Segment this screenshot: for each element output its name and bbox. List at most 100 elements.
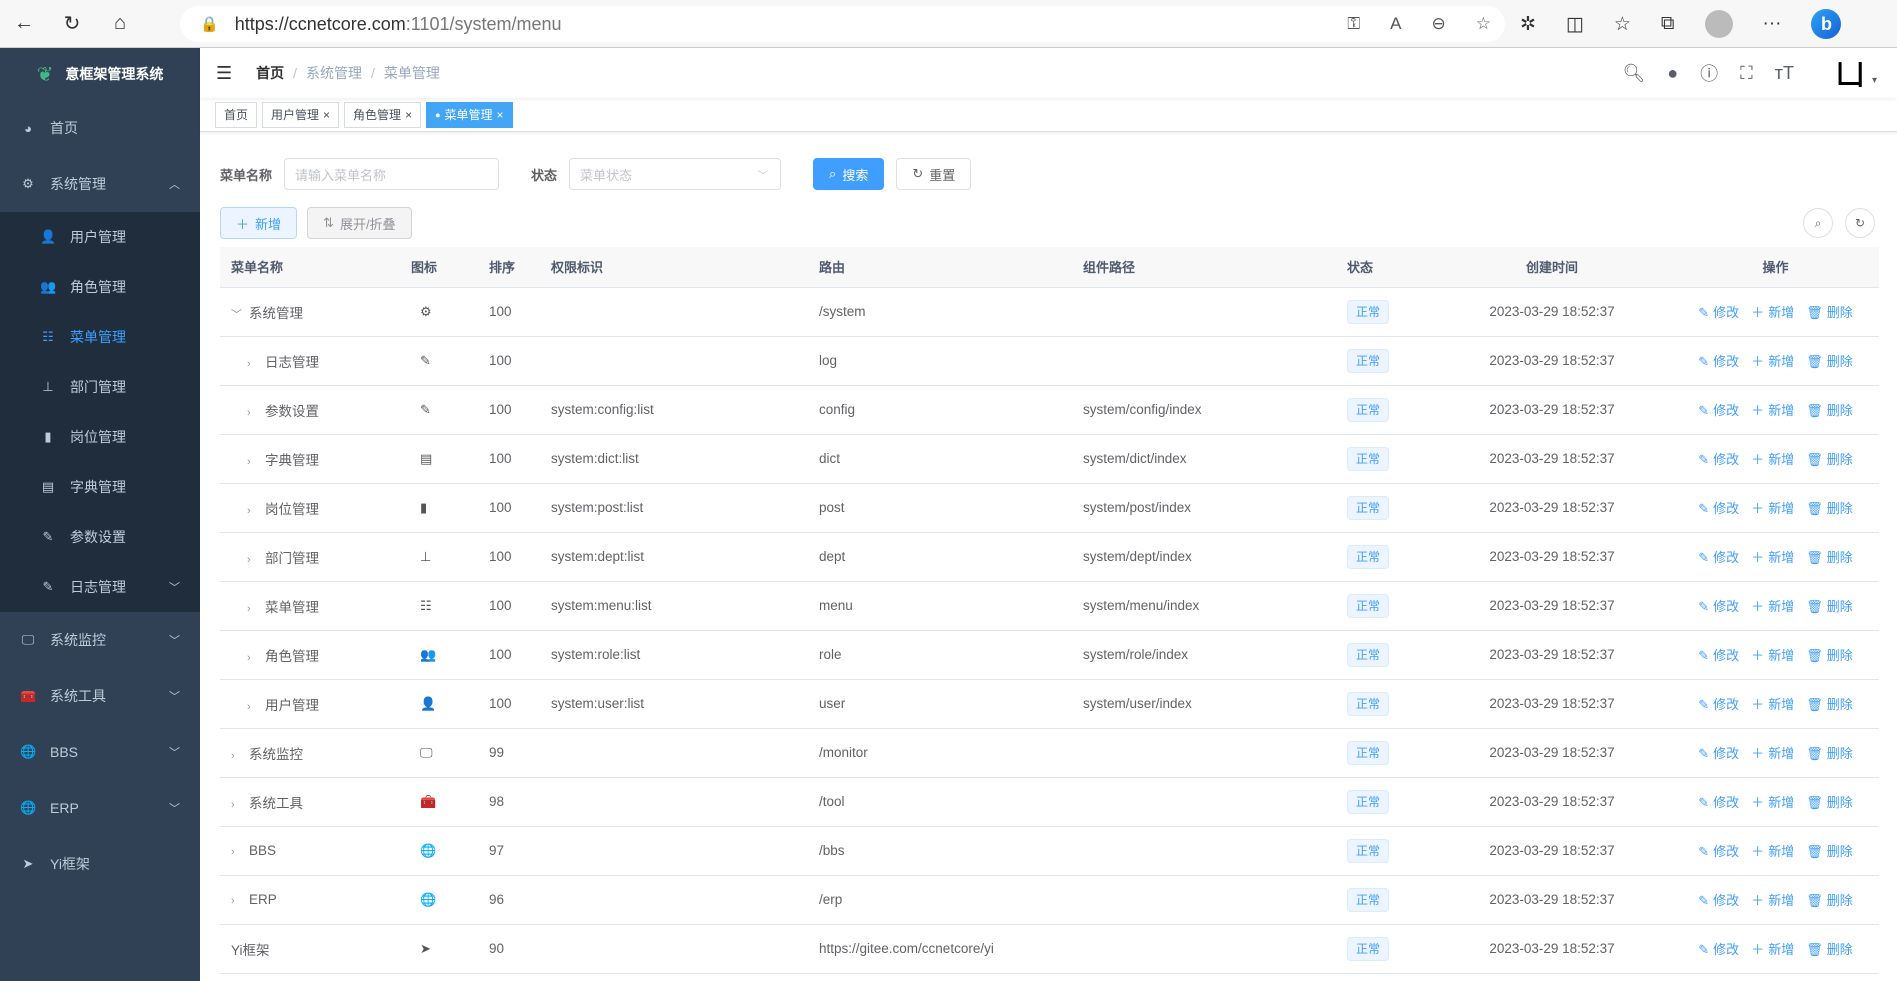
back-icon[interactable]: ← xyxy=(14,12,34,34)
delete-button[interactable]: 🗑 删除 xyxy=(1806,942,1853,957)
delete-button[interactable]: 🗑 删除 xyxy=(1806,648,1853,663)
home-icon[interactable]: ⌂ xyxy=(113,12,127,34)
sidebar-subitem[interactable]: 👥 角色管理 xyxy=(0,262,200,312)
chevron-right-icon[interactable]: › xyxy=(247,602,251,615)
sidebar-subitem[interactable]: ✎ 参数设置 xyxy=(0,512,200,562)
sidebar-item[interactable]: 🌐 ERP ﹀ xyxy=(0,780,200,836)
user-avatar-logo[interactable]: 凵 xyxy=(1835,59,1864,90)
split-screen-icon[interactable]: ◫ xyxy=(1565,13,1584,35)
edit-button[interactable]: ✎ 修改 xyxy=(1698,403,1739,418)
sidebar-subitem[interactable]: 👤 用户管理 xyxy=(0,212,200,262)
more-icon[interactable]: ··· xyxy=(1762,13,1782,34)
zoom-out-icon[interactable]: ⊖ xyxy=(1431,14,1446,33)
chevron-right-icon[interactable]: › xyxy=(247,553,251,566)
chevron-right-icon[interactable]: › xyxy=(231,895,235,907)
sidebar-item[interactable]: ⚙ 系统管理 ︿ xyxy=(0,156,200,212)
favorites-icon[interactable]: ☆ xyxy=(1613,13,1631,35)
chevron-right-icon[interactable]: › xyxy=(247,504,251,517)
add-child-button[interactable]: ＋新增 xyxy=(1751,501,1794,516)
profile-avatar[interactable] xyxy=(1704,10,1733,38)
search-icon[interactable]: 🔍︎ xyxy=(1622,62,1646,83)
key-icon[interactable]: ⚿ xyxy=(1347,14,1361,33)
add-child-button[interactable]: ＋新增 xyxy=(1751,942,1794,957)
edit-button[interactable]: ✎ 修改 xyxy=(1698,354,1739,369)
delete-button[interactable]: 🗑 删除 xyxy=(1806,746,1853,761)
edit-button[interactable]: ✎ 修改 xyxy=(1698,746,1739,761)
chevron-right-icon[interactable]: › xyxy=(231,798,235,811)
edit-button[interactable]: ✎ 修改 xyxy=(1698,305,1739,320)
chevron-right-icon[interactable]: › xyxy=(247,700,251,713)
add-child-button[interactable]: ＋新增 xyxy=(1751,648,1794,663)
delete-button[interactable]: 🗑 删除 xyxy=(1806,795,1853,810)
chevron-right-icon[interactable]: › xyxy=(247,357,251,370)
add-child-button[interactable]: ＋新增 xyxy=(1751,893,1794,908)
edit-button[interactable]: ✎ 修改 xyxy=(1698,844,1739,859)
edit-button[interactable]: ✎ 修改 xyxy=(1698,795,1739,810)
add-button[interactable]: ＋ 新增 xyxy=(220,207,298,239)
chevron-down-icon[interactable]: ﹀ xyxy=(231,308,242,321)
delete-button[interactable]: 🗑 删除 xyxy=(1806,452,1853,467)
add-child-button[interactable]: ＋新增 xyxy=(1751,452,1794,467)
chevron-right-icon[interactable]: › xyxy=(231,846,235,858)
edit-button[interactable]: ✎ 修改 xyxy=(1698,648,1739,663)
expand-toggle-button[interactable]: ⇅ 展开/折叠 xyxy=(307,207,412,239)
delete-button[interactable]: 🗑 删除 xyxy=(1806,550,1853,565)
reset-button[interactable]: ↻ 重置 xyxy=(896,158,972,190)
close-icon[interactable]: × xyxy=(496,108,504,122)
chevron-right-icon[interactable]: › xyxy=(247,651,251,664)
status-select[interactable]: 菜单状态 ﹀ xyxy=(569,158,782,190)
sidebar-item[interactable]: ➤ Yi框架 xyxy=(0,836,200,892)
edit-button[interactable]: ✎ 修改 xyxy=(1698,452,1739,467)
delete-button[interactable]: 🗑 删除 xyxy=(1806,501,1853,516)
close-icon[interactable]: × xyxy=(323,108,331,122)
read-aloud-icon[interactable]: A xyxy=(1390,14,1402,33)
add-child-button[interactable]: ＋新增 xyxy=(1751,550,1794,565)
address-bar[interactable]: 🔒 https://ccnetcore.com:1101/system/menu… xyxy=(180,6,1505,42)
github-icon[interactable]: ● xyxy=(1667,62,1679,83)
favorite-add-icon[interactable]: ☆ xyxy=(1475,14,1491,33)
delete-button[interactable]: 🗑 删除 xyxy=(1806,599,1853,614)
sidebar-subitem[interactable]: ⊥ 部门管理 xyxy=(0,362,200,412)
hamburger-icon[interactable]: ☰ xyxy=(216,62,233,83)
tag-item[interactable]: 用户管理 × xyxy=(262,102,340,128)
fullscreen-icon[interactable]: ⛶ xyxy=(1740,62,1753,83)
sidebar-subitem[interactable]: ✎ 日志管理 ﹀ xyxy=(0,562,200,612)
edit-button[interactable]: ✎ 修改 xyxy=(1698,550,1739,565)
add-child-button[interactable]: ＋新增 xyxy=(1751,746,1794,761)
help-icon[interactable]: ⓘ xyxy=(1700,64,1719,84)
tag-item[interactable]: 角色管理 × xyxy=(344,102,422,128)
refresh-table-button[interactable]: ↻ xyxy=(1845,208,1875,238)
sidebar-subitem[interactable]: ▮ 岗位管理 xyxy=(0,412,200,462)
edit-button[interactable]: ✎ 修改 xyxy=(1698,501,1739,516)
sidebar-item[interactable]: 🧰 系统工具 ﹀ xyxy=(0,668,200,724)
delete-button[interactable]: 🗑 删除 xyxy=(1806,697,1853,712)
menu-name-input[interactable]: 请输入菜单名称 xyxy=(284,158,500,190)
add-child-button[interactable]: ＋新增 xyxy=(1751,844,1794,859)
toggle-search-button[interactable]: ⌕ xyxy=(1803,208,1833,238)
edit-button[interactable]: ✎ 修改 xyxy=(1698,893,1739,908)
sidebar-item[interactable]: 🌐 BBS ﹀ xyxy=(0,724,200,780)
add-child-button[interactable]: ＋新增 xyxy=(1751,354,1794,369)
caret-down-icon[interactable]: ▾ xyxy=(1871,74,1877,86)
chevron-right-icon[interactable]: › xyxy=(247,406,251,419)
collections-icon[interactable]: ⧉ xyxy=(1660,13,1675,34)
font-size-icon[interactable]: ᴛT xyxy=(1774,62,1794,83)
delete-button[interactable]: 🗑 删除 xyxy=(1806,893,1853,908)
breadcrumb-item[interactable]: 首页 xyxy=(256,65,285,81)
delete-button[interactable]: 🗑 删除 xyxy=(1806,844,1853,859)
sidebar-item[interactable]: 🖵 系统监控 ﹀ xyxy=(0,612,200,668)
add-child-button[interactable]: ＋新增 xyxy=(1751,795,1794,810)
add-child-button[interactable]: ＋新增 xyxy=(1751,697,1794,712)
edit-button[interactable]: ✎ 修改 xyxy=(1698,697,1739,712)
close-icon[interactable]: × xyxy=(405,108,413,122)
edit-button[interactable]: ✎ 修改 xyxy=(1698,599,1739,614)
chevron-right-icon[interactable]: › xyxy=(231,749,235,762)
add-child-button[interactable]: ＋新增 xyxy=(1751,403,1794,418)
bing-icon[interactable]: b xyxy=(1811,9,1842,39)
sidebar-subitem[interactable]: ▤ 字典管理 xyxy=(0,462,200,512)
tag-item[interactable]: ● 菜单管理 × xyxy=(426,102,513,128)
tag-item[interactable]: 首页 xyxy=(215,102,258,128)
extensions-icon[interactable]: ✲ xyxy=(1520,13,1536,35)
edit-button[interactable]: ✎ 修改 xyxy=(1698,942,1739,957)
add-child-button[interactable]: ＋新增 xyxy=(1751,599,1794,614)
